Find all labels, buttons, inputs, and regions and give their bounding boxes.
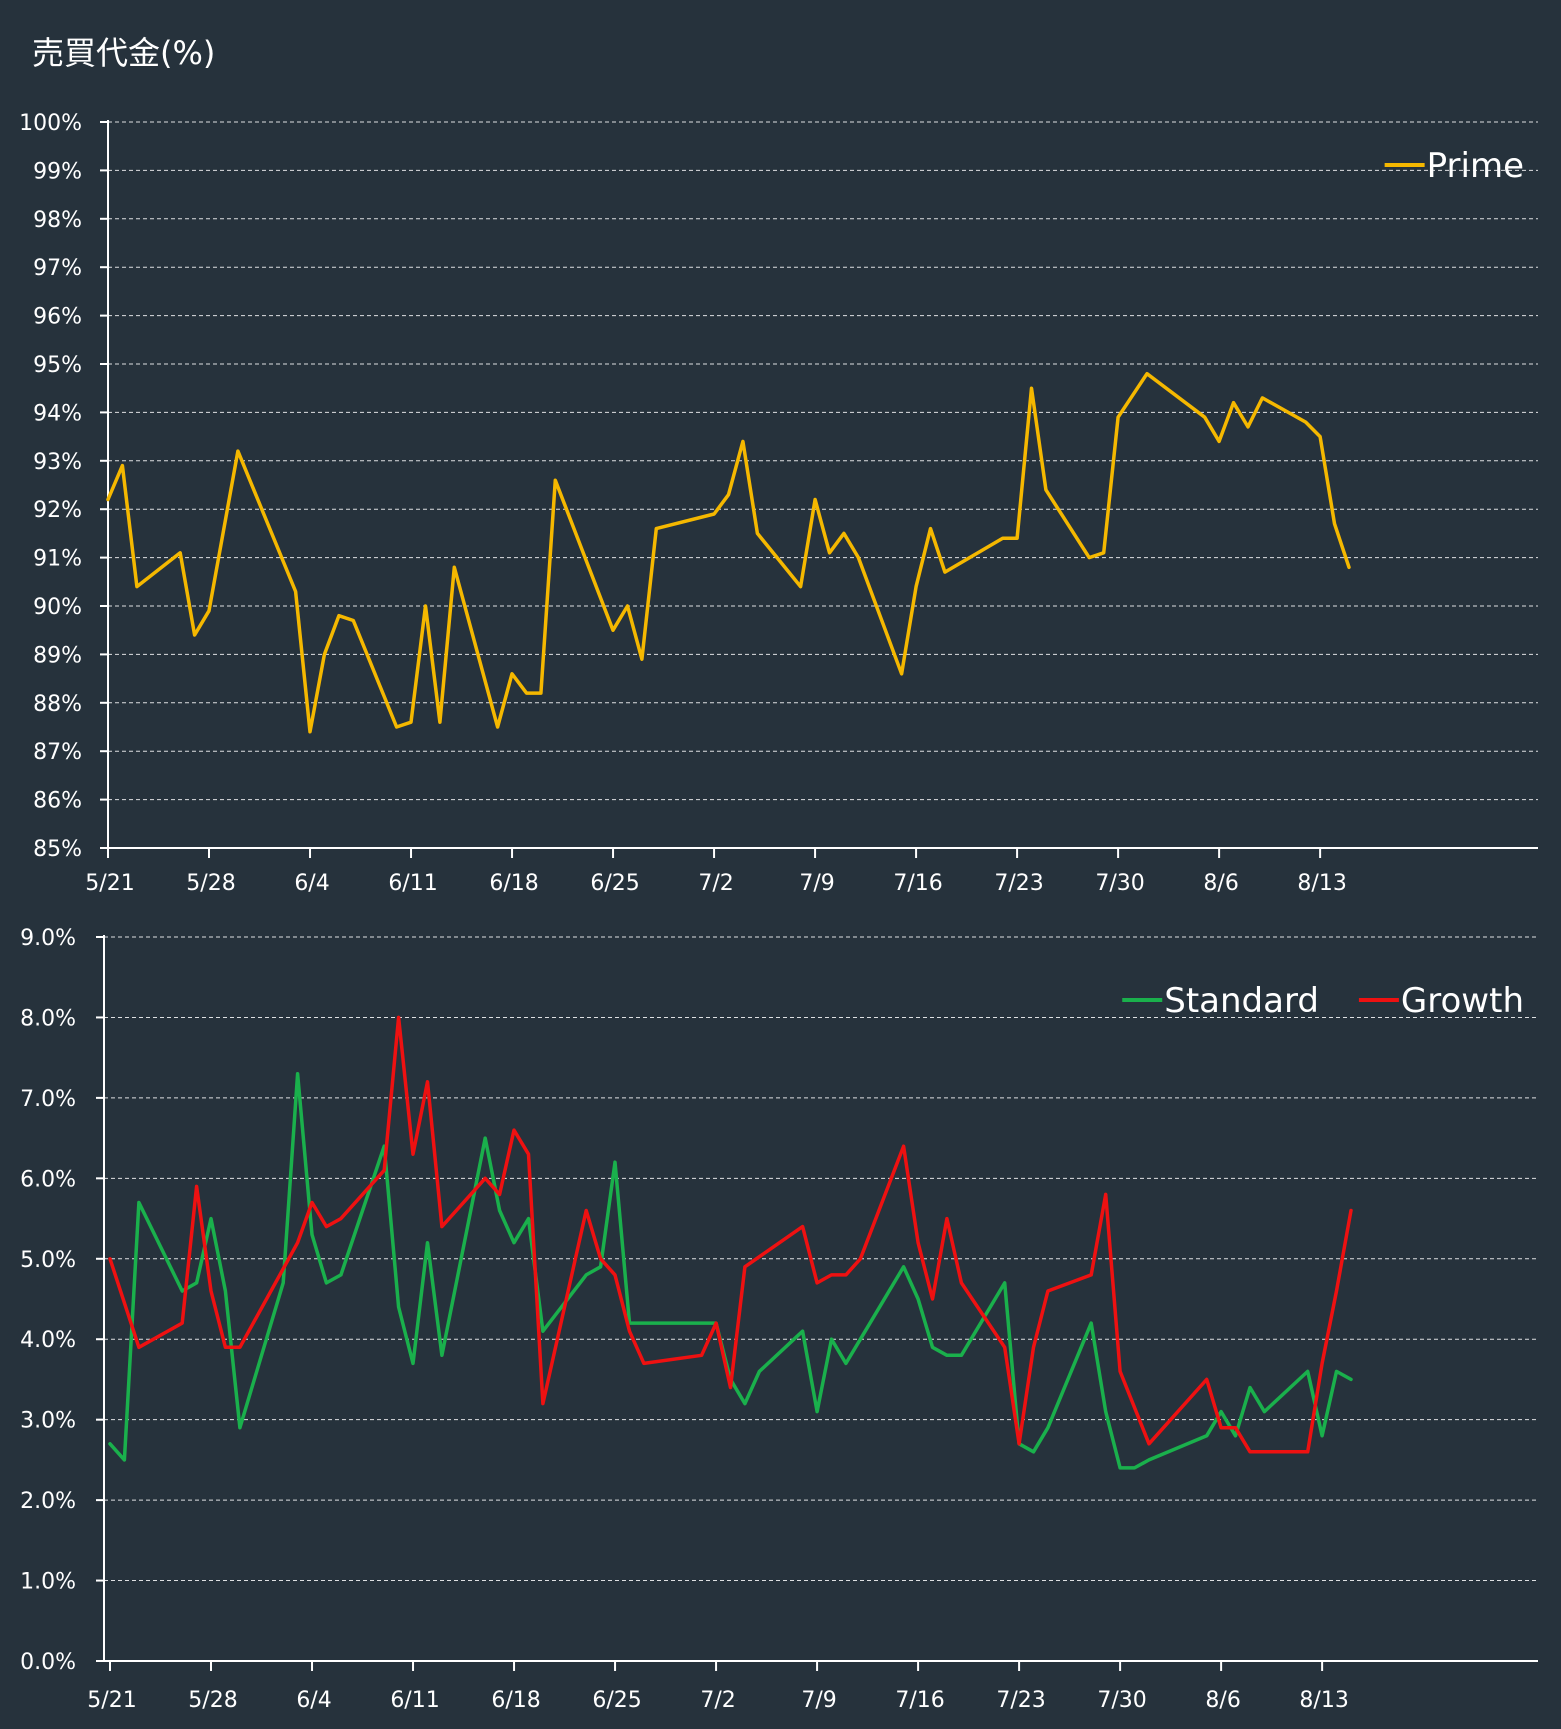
y-tick-label: 97% <box>33 256 82 281</box>
series-line-growth <box>108 1015 1353 1454</box>
y-tick-label: 91% <box>33 547 82 572</box>
y-tick-label: 6.0% <box>20 1167 76 1192</box>
y-tick-label: 2.0% <box>20 1489 76 1514</box>
x-tick-label: 5/21 <box>85 871 134 896</box>
y-tick-label: 85% <box>33 837 82 862</box>
x-tick-label: 8/13 <box>1297 871 1346 896</box>
y-tick-label: 87% <box>33 740 82 765</box>
y-tick-label: 1.0% <box>20 1570 76 1595</box>
x-tick-label: 6/18 <box>491 1688 540 1713</box>
x-tick-label: 7/30 <box>1095 871 1144 896</box>
prime-chart: 85% 86% 87% 88% 89% 90% 91% 92% 93% 94% 95% 96% 97% 9… <box>19 111 1538 896</box>
x-tick-label: 7/9 <box>799 871 834 896</box>
x-tick-label: 6/25 <box>590 871 639 896</box>
legend-label-prime: Prime <box>1427 146 1524 186</box>
x-tick-label: 7/23 <box>994 871 1043 896</box>
y-tick-label: 92% <box>33 498 82 523</box>
y-tick-label: 86% <box>33 789 82 814</box>
standard-growth-chart: 0.0% 1.0% 2.0% 3.0% 4.0% 5.0% 6.0% 7.0% 8.0% 9.0%… <box>20 926 1538 1713</box>
x-tick-label: 8/13 <box>1299 1688 1348 1713</box>
x-tick-label: 6/11 <box>390 1688 439 1713</box>
chart-title: 売買代金(%) <box>32 34 215 72</box>
y-tick-label: 100% <box>19 111 82 136</box>
legend-label-standard: Standard <box>1164 981 1319 1021</box>
y-tick-label: 99% <box>33 159 82 184</box>
x-tick-label: 5/28 <box>188 1688 237 1713</box>
y-tick-label: 89% <box>33 643 82 668</box>
x-tick-label: 7/2 <box>700 1688 735 1713</box>
x-tick-label: 7/9 <box>801 1688 836 1713</box>
x-tick-label: 5/21 <box>87 1688 136 1713</box>
y-tick-label: 88% <box>33 692 82 717</box>
x-tick-label: 5/28 <box>186 871 235 896</box>
y-tick-label: 8.0% <box>20 1006 76 1031</box>
x-tick-label: 7/16 <box>895 1688 944 1713</box>
x-tick-label: 7/16 <box>893 871 942 896</box>
x-tick-label: 6/18 <box>489 871 538 896</box>
y-tick-label: 7.0% <box>20 1087 76 1112</box>
x-tick-label: 6/4 <box>296 1688 331 1713</box>
y-tick-label: 95% <box>33 353 82 378</box>
y-tick-label: 3.0% <box>20 1409 76 1434</box>
y-tick-label: 94% <box>33 401 82 426</box>
x-tick-label: 7/30 <box>1097 1688 1146 1713</box>
series-line-prime <box>106 371 1351 734</box>
legend-label-growth: Growth <box>1401 981 1524 1021</box>
x-tick-label: 7/23 <box>996 1688 1045 1713</box>
y-tick-label: 93% <box>33 450 82 475</box>
x-tick-label: 8/6 <box>1205 1688 1240 1713</box>
x-tick-label: 6/4 <box>294 871 329 896</box>
x-tick-label: 6/25 <box>592 1688 641 1713</box>
y-tick-label: 98% <box>33 208 82 233</box>
y-tick-label: 9.0% <box>20 926 76 951</box>
y-tick-label: 0.0% <box>20 1650 76 1675</box>
y-tick-label: 90% <box>33 595 82 620</box>
y-tick-label: 4.0% <box>20 1328 76 1353</box>
series-line-standard <box>108 1072 1353 1470</box>
x-tick-label: 7/2 <box>698 871 733 896</box>
y-tick-label: 5.0% <box>20 1248 76 1273</box>
y-tick-label: 96% <box>33 305 82 330</box>
x-tick-label: 8/6 <box>1203 871 1238 896</box>
x-tick-label: 6/11 <box>388 871 437 896</box>
